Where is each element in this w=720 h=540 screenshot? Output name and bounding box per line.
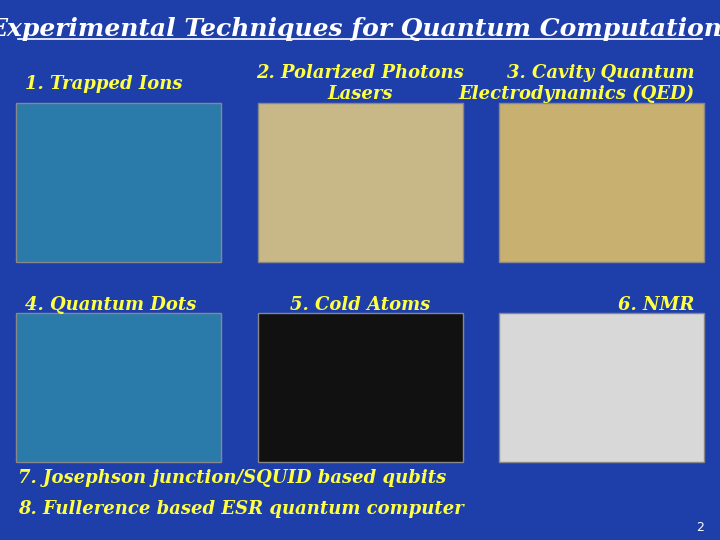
FancyBboxPatch shape [16, 313, 221, 462]
FancyBboxPatch shape [258, 103, 463, 262]
Text: 8. Fullerence based ESR quantum computer: 8. Fullerence based ESR quantum computer [18, 500, 464, 518]
Text: 4. Quantum Dots: 4. Quantum Dots [25, 296, 197, 314]
FancyBboxPatch shape [258, 313, 463, 462]
FancyBboxPatch shape [499, 103, 704, 262]
Text: 5. Cold Atoms: 5. Cold Atoms [290, 296, 430, 314]
FancyBboxPatch shape [16, 103, 221, 262]
FancyBboxPatch shape [499, 313, 704, 462]
Text: 1. Trapped Ions: 1. Trapped Ions [25, 75, 183, 93]
Text: 2. Polarized Photons
Lasers: 2. Polarized Photons Lasers [256, 64, 464, 103]
Text: Experimental Techniques for Quantum Computation:: Experimental Techniques for Quantum Comp… [0, 17, 720, 41]
Text: 3. Cavity Quantum
Electrodynamics (QED): 3. Cavity Quantum Electrodynamics (QED) [459, 64, 695, 103]
Text: 6. NMR: 6. NMR [618, 296, 695, 314]
Text: 7. Josephson junction/SQUID based qubits: 7. Josephson junction/SQUID based qubits [18, 469, 446, 487]
Text: 2: 2 [696, 521, 704, 534]
